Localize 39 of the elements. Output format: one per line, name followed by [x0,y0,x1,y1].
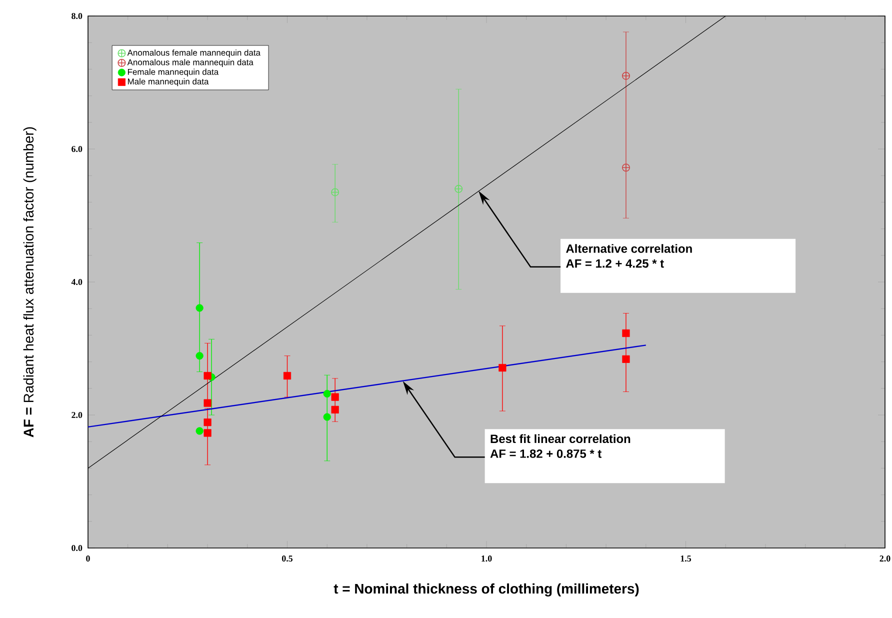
x-tick-label: 1.5 [680,556,692,562]
y-axis-title: AF = Radiant heat flux attenuation factor (number) [23,127,36,438]
legend-label: Anomalous female mannequin data [127,49,260,58]
point [622,164,630,172]
annotation: AF = 1.82 + 0.875 * t [490,449,602,458]
x-tick-label: 0 [86,556,90,562]
point [196,427,204,435]
point [204,399,212,407]
y-tick-label: 0.0 [72,544,82,552]
annotation: AF = 1.2 + 4.25 * t [566,259,664,268]
annotation: Alternative correlation [566,244,692,253]
point [204,372,212,380]
point [323,413,331,421]
point [331,393,339,401]
legend-label: Male mannequin data [128,78,209,86]
annotation: Best fit linear correlation [490,434,630,444]
point [454,184,463,193]
y-tick-label: 4.0 [71,278,82,286]
point [196,352,204,360]
point [196,304,204,312]
x-tick-label: 0.5 [282,556,293,562]
point [283,372,292,380]
point [331,406,339,414]
legend-label: Anomalous male mannequin data [127,59,254,67]
x-tick-label: 1.0 [482,556,492,562]
point [331,188,340,196]
point [204,418,212,426]
legend-label: Female mannequin data [128,68,219,77]
x-axis-title: t = Nominal thickness of clothing (millimeters) [334,583,639,596]
y-tick-label: 6.0 [72,146,82,152]
y-tick-label: 8.0 [72,12,82,20]
point [323,390,331,398]
point [622,329,630,338]
point [622,72,630,80]
point [498,364,506,372]
point [622,355,630,363]
point [204,429,212,437]
y-tick-label: 2.0 [72,412,82,418]
x-tick-label: 2.0 [880,556,890,562]
